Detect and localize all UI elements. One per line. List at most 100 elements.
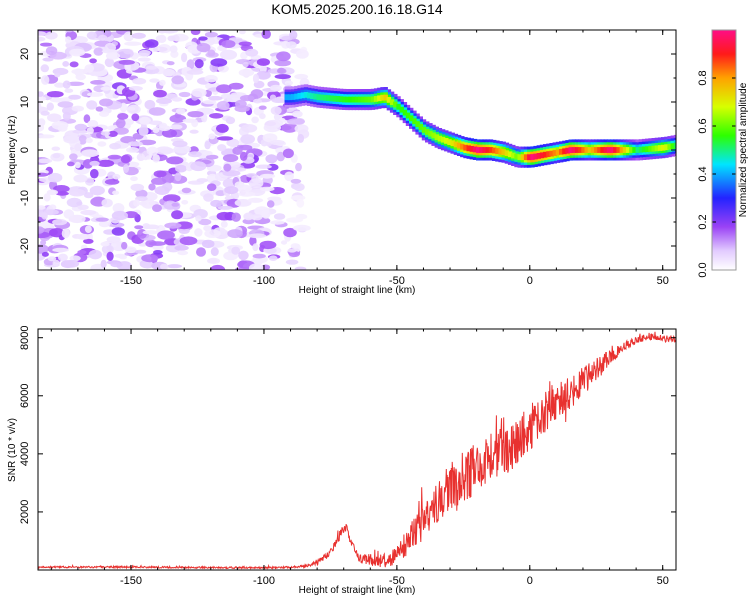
- heatmap-noise-cell: [38, 205, 46, 210]
- heatmap-noise-cell: [99, 111, 109, 117]
- heatmap-noise-cell: [45, 46, 58, 56]
- heatmap-noise-cell: [203, 193, 214, 202]
- heatmap-signal-cell: [386, 97, 392, 103]
- heatmap-signal-cell: [456, 142, 462, 149]
- heatmap-noise-cell: [47, 256, 57, 262]
- heatmap-noise-cell: [88, 249, 103, 260]
- heatmap-noise-cell: [216, 123, 229, 133]
- heatmap-noise-cell: [62, 61, 70, 67]
- heatmap-noise-cell: [259, 186, 275, 192]
- heatmap-signal-cell: [574, 147, 580, 153]
- heatmap-noise-cell: [174, 172, 182, 182]
- heatmap-noise-cell: [156, 98, 172, 104]
- heatmap-signal-cell: [326, 95, 331, 101]
- heatmap-noise-cell: [266, 200, 275, 208]
- heatmap-signal-cell: [431, 132, 436, 139]
- heatmap-noise-cell: [63, 135, 80, 144]
- heatmap-signal-cell: [629, 147, 634, 153]
- heatmap-noise-cell: [179, 236, 198, 246]
- heatmap-signal-cell: [303, 92, 309, 98]
- heatmap-noise-cell: [134, 249, 147, 254]
- colorbar-tick-label: 0.8: [697, 70, 709, 85]
- heatmap-noise-cell: [274, 59, 292, 67]
- heatmap-signal-cell: [358, 96, 363, 103]
- heatmap-noise-cell: [74, 123, 88, 131]
- heatmap-noise-cell: [209, 113, 224, 119]
- heatmap-noise-cell: [38, 134, 55, 139]
- heatmap-noise-cell: [194, 228, 203, 237]
- heatmap-noise-cell: [63, 209, 75, 219]
- heatmap-noise-cell: [190, 30, 201, 35]
- x-tick-label: -100: [253, 575, 275, 587]
- heatmap-noise-cell: [252, 73, 260, 84]
- heatmap-noise-cell: [87, 120, 99, 128]
- heatmap-noise-cell: [133, 199, 140, 207]
- heatmap-signal-cell: [559, 148, 564, 155]
- heatmap-noise-cell: [204, 140, 211, 150]
- heatmap-signal-cell: [389, 99, 395, 106]
- heatmap-noise-cell: [38, 226, 45, 234]
- heatmap-noise-cell: [106, 236, 121, 243]
- heatmap-signal-cell: [319, 94, 325, 101]
- heatmap-noise-cell: [80, 209, 97, 216]
- heatmap-noise-cell: [66, 81, 85, 87]
- heatmap-noise-cell: [295, 162, 302, 172]
- heatmap-signal-cell: [466, 145, 471, 152]
- heatmap-noise-cell: [148, 183, 156, 191]
- heatmap-noise-cell: [62, 80, 71, 89]
- heatmap-noise-cell: [216, 100, 230, 110]
- heatmap-signal-cell: [549, 150, 554, 157]
- heatmap-noise-cell: [269, 139, 285, 146]
- heatmap-noise-cell: [226, 138, 240, 147]
- heatmap-noise-cell: [41, 212, 48, 220]
- snr-frame: [37, 328, 677, 571]
- heatmap-noise-cell: [210, 58, 228, 67]
- heatmap-noise-cell: [276, 151, 285, 162]
- heatmap-noise-cell: [232, 146, 243, 155]
- heatmap-signal-cell: [514, 153, 519, 160]
- heatmap-noise-cell: [144, 224, 160, 230]
- y-tick-label: 2000: [19, 500, 31, 524]
- heatmap-noise-cell: [234, 105, 250, 113]
- x-tick-label: -100: [253, 275, 275, 287]
- heatmap-signal-cell: [584, 147, 589, 153]
- heatmap-noise-cell: [285, 259, 299, 265]
- heatmap-signal-cell: [405, 112, 411, 119]
- heatmap-signal-cell: [479, 147, 484, 153]
- heatmap-noise-cell: [296, 49, 309, 59]
- heatmap-noise-cell: [40, 64, 49, 73]
- heatmap-signal-cell: [616, 147, 621, 153]
- heatmap-noise-cell: [268, 255, 278, 261]
- heatmap-noise-cell: [237, 191, 256, 197]
- heatmap-signal-cell: [645, 146, 650, 153]
- heatmap-noise-cell: [69, 61, 79, 68]
- heatmap-signal-cell: [539, 152, 545, 159]
- heatmap-noise-cell: [227, 229, 243, 239]
- heatmap-signal-cell: [284, 94, 289, 101]
- heatmap-noise-cell: [50, 152, 65, 162]
- y-tick-label: 20: [19, 48, 31, 60]
- heatmap-noise-cell: [130, 176, 138, 182]
- heatmap-noise-cell: [270, 106, 282, 115]
- heatmap-noise-cell: [252, 243, 259, 252]
- colorbar-tick-label: 0.6: [697, 118, 709, 133]
- heatmap-noise-cell: [287, 118, 305, 125]
- heatmap-signal-cell: [517, 154, 522, 161]
- heatmap-noise-cell: [40, 239, 47, 246]
- heatmap-noise-cell: [253, 98, 262, 104]
- heatmap-signal-cell: [622, 147, 628, 153]
- heatmap-noise-cell: [231, 246, 241, 255]
- heatmap-noise-cell: [204, 31, 218, 38]
- heatmap-noise-cell: [224, 186, 239, 195]
- heatmap-noise-cell: [151, 177, 167, 185]
- heatmap-signal-cell: [590, 147, 596, 153]
- heatmap-noise-cell: [296, 198, 305, 208]
- heatmap-noise-cell: [61, 228, 70, 239]
- heatmap-signal-cell: [428, 130, 433, 137]
- heatmap-noise-cell: [178, 91, 191, 98]
- heatmap-noise-cell: [175, 108, 186, 115]
- heatmap-signal-cell: [511, 152, 516, 159]
- heatmap-noise-cell: [125, 248, 138, 254]
- heatmap-noise-cell: [259, 240, 277, 250]
- x-tick-label: -50: [389, 575, 405, 587]
